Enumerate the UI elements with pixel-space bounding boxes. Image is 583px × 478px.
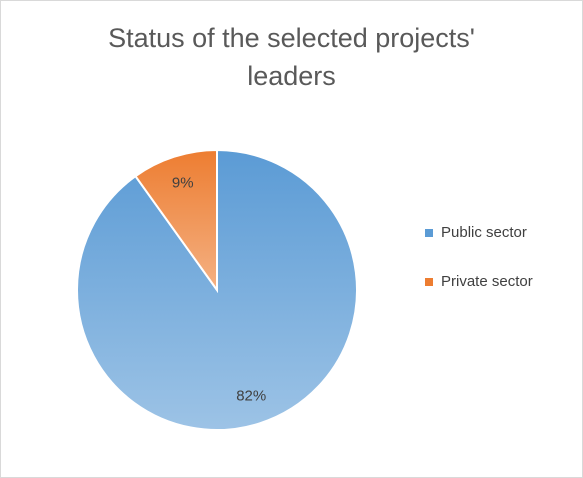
legend-label: Private sector — [441, 273, 533, 290]
chart-title: Status of the selected projects' leaders — [108, 23, 475, 91]
data-label: 82% — [236, 388, 266, 405]
pie-slice — [134, 148, 218, 294]
legend-label: Public sector — [441, 224, 527, 241]
legend-marker — [425, 278, 433, 286]
data-label: 9% — [172, 174, 194, 191]
legend-marker — [425, 229, 433, 237]
